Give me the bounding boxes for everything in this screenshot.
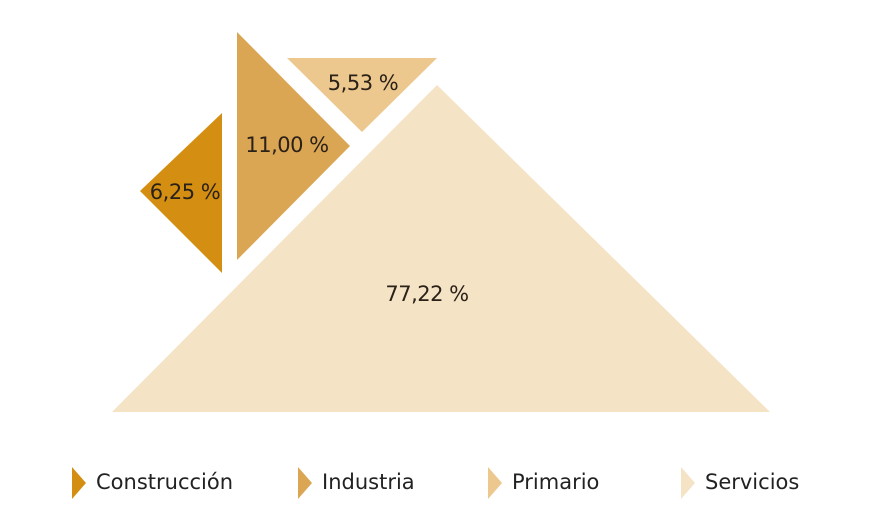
legend-marker <box>681 467 695 499</box>
share-triangle <box>140 113 222 273</box>
value-label: 11,00 % <box>245 133 328 157</box>
value-label: 77,22 % <box>385 282 468 306</box>
value-label: 5,53 % <box>328 71 398 95</box>
share-triangle <box>237 32 350 260</box>
legend-marker <box>72 467 86 499</box>
legend-label: Construcción <box>96 470 233 494</box>
legend-marker <box>298 467 312 499</box>
legend-label: Industria <box>322 470 415 494</box>
value-label: 6,25 % <box>150 180 220 204</box>
share-triangle <box>287 58 437 132</box>
legend-marker <box>488 467 502 499</box>
share-triangle <box>112 85 770 412</box>
legend-label: Primario <box>512 470 599 494</box>
legend-label: Servicios <box>705 470 799 494</box>
